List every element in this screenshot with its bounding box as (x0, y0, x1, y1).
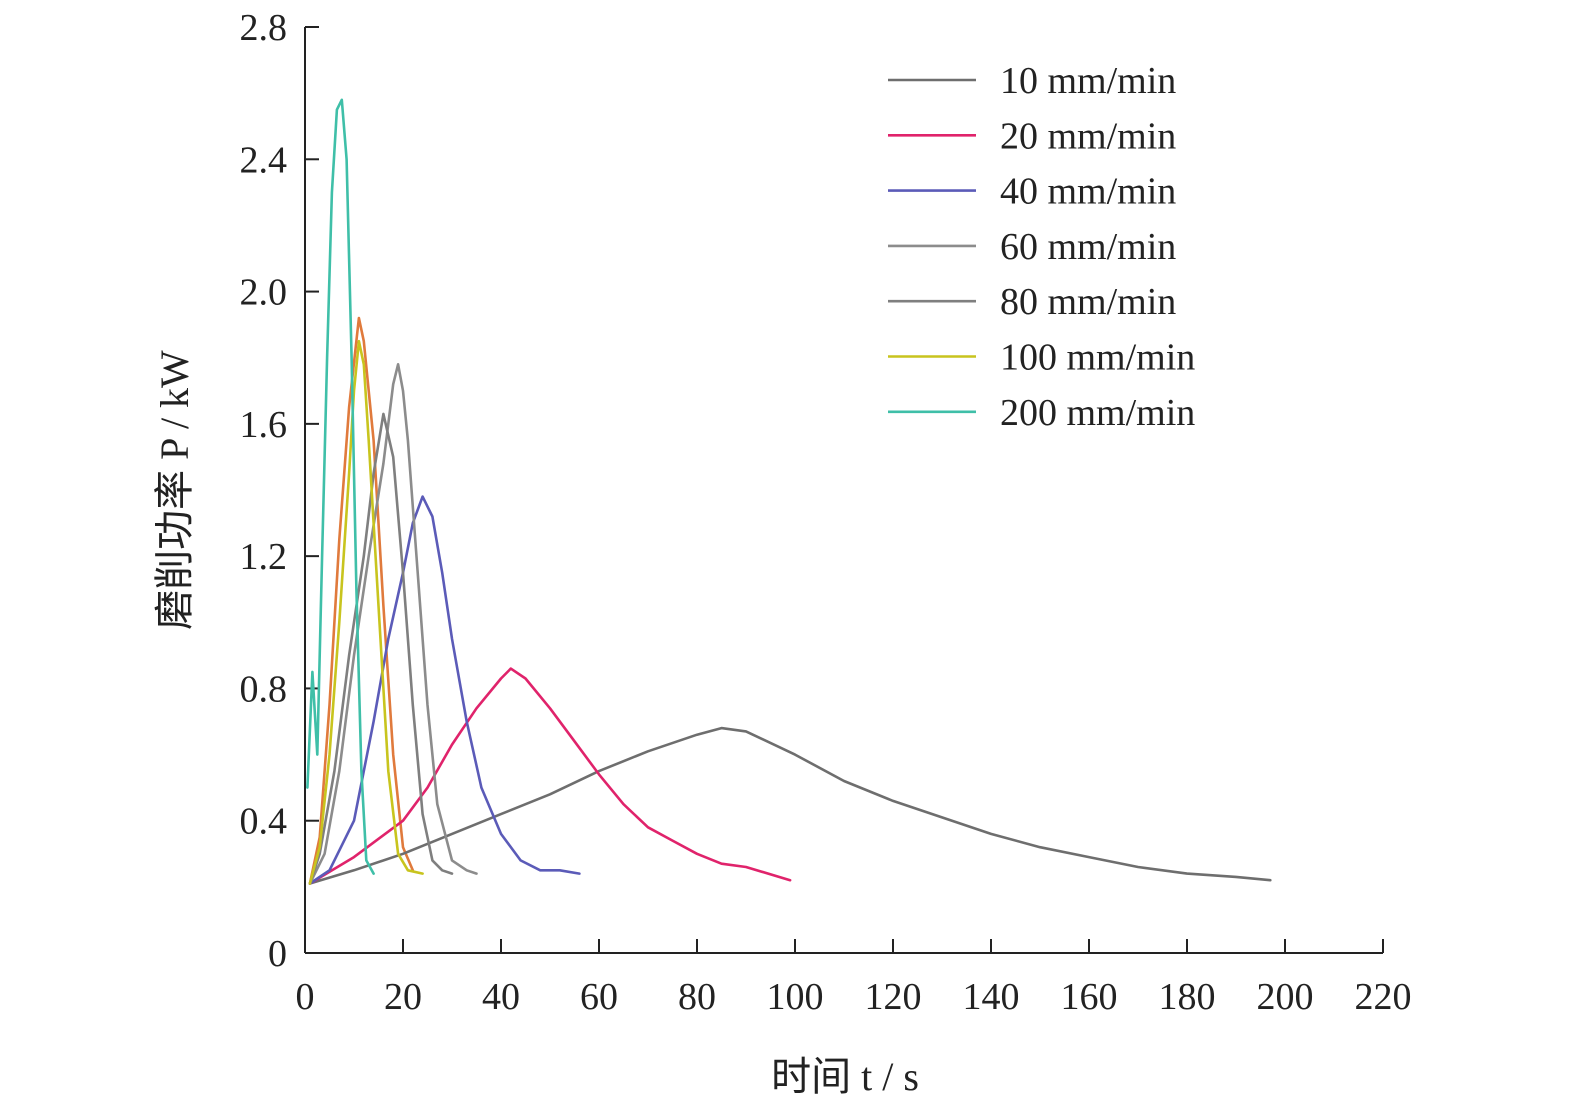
legend-label: 20 mm/min (1000, 115, 1176, 157)
x-tick-label: 100 (767, 976, 824, 1018)
legend: 10 mm/min 20 mm/min 40 mm/min 60 mm/min 80 m… (888, 60, 1195, 434)
y-tick-label: 2.8 (240, 7, 288, 49)
legend-label: 40 mm/min (1000, 171, 1176, 213)
x-tick-label: 20 (384, 976, 422, 1018)
y-tick-label: 1.6 (240, 404, 288, 446)
series-line-unlabeled (308, 316, 415, 885)
series-line (306, 98, 375, 875)
x-tick-label: 40 (482, 976, 520, 1018)
y-axis-title: 磨削功率 P / kW (152, 350, 197, 630)
y-ticks: 0 0.4 0.8 1.2 1.6 2.0 2.4 2.8 (240, 7, 319, 975)
series-line (308, 726, 1272, 885)
y-tick-label: 0 (268, 933, 287, 975)
x-tick-label: 140 (963, 976, 1020, 1018)
y-tick-label: 1.2 (240, 536, 288, 578)
x-tick-label: 200 (1257, 976, 1314, 1018)
series-line (308, 339, 424, 885)
legend-label: 80 mm/min (1000, 281, 1176, 323)
x-axis-title: 时间 t / s (771, 1054, 919, 1099)
legend-label: 200 mm/min (1000, 392, 1195, 434)
x-tick-label: 80 (678, 976, 716, 1018)
x-tick-label: 220 (1355, 976, 1412, 1018)
legend-label: 60 mm/min (1000, 226, 1176, 268)
y-tick-label: 0.8 (240, 668, 288, 710)
legend-label: 100 mm/min (1000, 337, 1195, 379)
x-tick-label: 120 (865, 976, 922, 1018)
x-tick-label: 0 (296, 976, 315, 1018)
y-tick-label: 2.4 (240, 139, 288, 181)
series-lines (306, 98, 1272, 885)
y-tick-label: 0.4 (240, 801, 288, 843)
x-tick-label: 180 (1159, 976, 1216, 1018)
x-tick-label: 60 (580, 976, 618, 1018)
series-line (308, 495, 581, 885)
x-tick-label: 160 (1061, 976, 1118, 1018)
series-line (308, 412, 454, 885)
legend-label: 10 mm/min (1000, 60, 1176, 102)
series-line (308, 667, 792, 885)
y-tick-label: 2.0 (240, 272, 288, 314)
axes (304, 27, 1383, 954)
x-ticks: 0 20 40 60 80 100 120 140 160 180 200 220 (296, 939, 1412, 1018)
series-line (308, 363, 478, 885)
